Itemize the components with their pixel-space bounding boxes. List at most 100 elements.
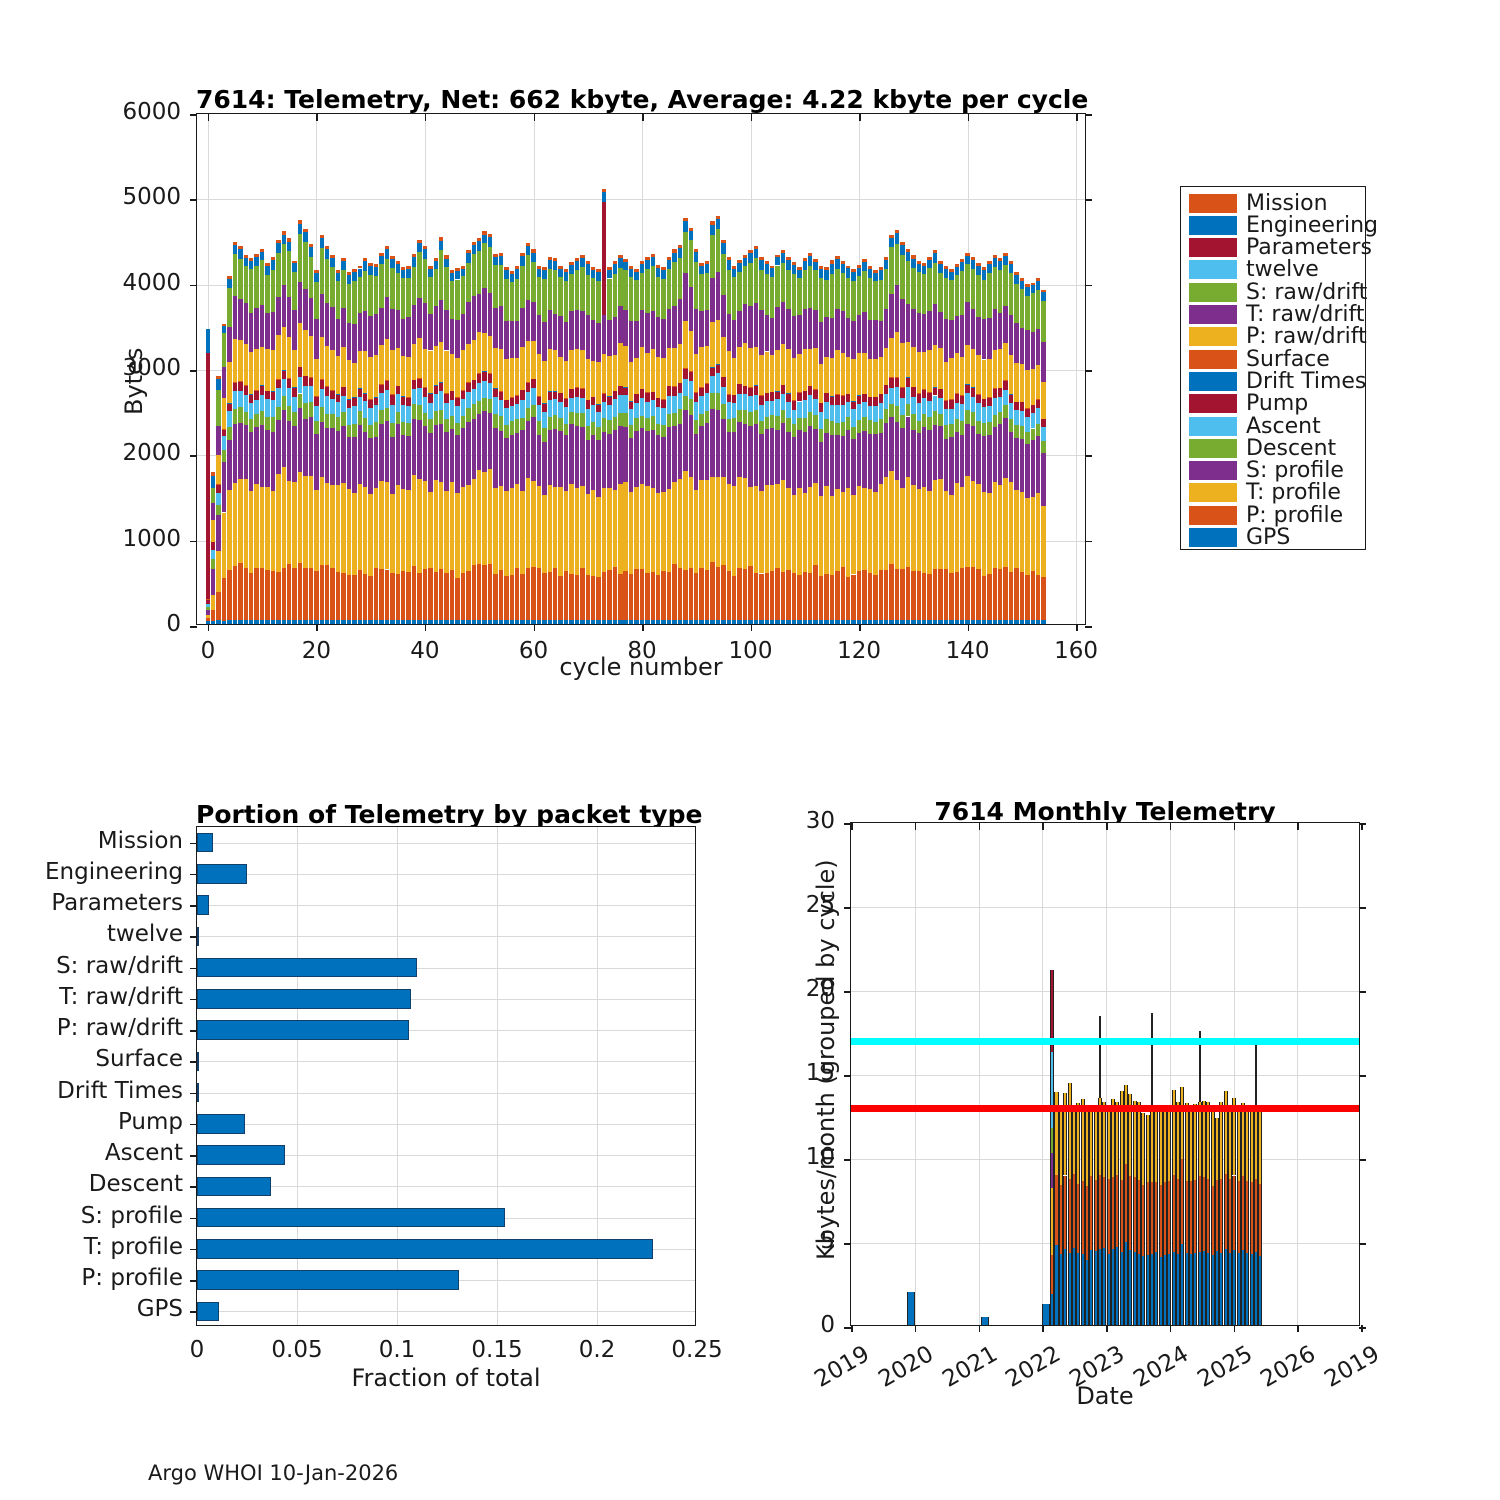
cycle-bar-segment [721,387,726,405]
cycle-bar-segment [270,491,276,572]
cycle-bar-segment [623,395,628,413]
cycle-bar-segment [759,355,764,396]
cycle-bar-segment [449,481,455,570]
cycle-bar-segment [249,419,254,433]
x-tick-mark [533,624,535,631]
cycle-bar-segment [856,486,862,572]
monthly-bar [1058,821,1063,1325]
cycle-bar-segment [1003,255,1008,266]
monthly-bar [1214,821,1219,1325]
cycle-bar-segment [628,265,634,269]
cycle-bar-segment [824,620,829,624]
cycle-bar-segment [466,407,471,422]
cycle-bar-segment [607,433,612,488]
cycle-bar-segment [661,425,666,437]
cycle-bar-segment [243,478,249,569]
x-tick-label: 0.2 [578,1337,616,1363]
cycle-bar-segment [504,320,509,359]
cycle-bar-segment [677,299,683,345]
monthly-bar-segment [1236,1252,1241,1325]
cycle-bar [341,112,346,624]
cycle-bar-segment [574,574,580,621]
monthly-bar [1167,821,1172,1325]
cycle-bar-segment [292,350,297,387]
cycle-bar-segment [259,620,265,624]
cycle-bar-segment [569,389,574,398]
cycle-bar-segment [845,268,851,278]
cycle-bar-segment [791,262,797,266]
fraction-bar [197,1020,409,1040]
cycle-bar [373,112,379,624]
cycle-bar-segment [780,394,786,411]
cycle-bar-segment [357,265,363,269]
cycle-bar [786,112,791,624]
monthly-bar-segment [1050,1152,1055,1189]
cycle-bar-segment [634,280,639,321]
cycle-bar-segment [520,265,525,308]
cycle-bar-segment [873,433,878,492]
cycle-bar-segment [710,234,715,278]
cycle-bar-segment [661,492,666,571]
cycle-bar-segment [770,265,775,269]
legend-color-swatch [1189,483,1237,503]
cycle-bar-segment [987,318,992,360]
cycle-bar-segment [569,412,574,425]
cycle-bar-segment [677,344,683,383]
cycle-bar-segment [623,346,628,387]
y-tick-mark-right [1359,907,1366,909]
y-tick-mark [190,842,197,845]
x-tick-mark [1106,1325,1108,1332]
cycle-bar-segment [314,282,319,320]
cycle-bar-segment [400,620,406,624]
cycle-bar-segment [938,620,943,624]
cycle-bar-segment [547,430,552,485]
cycle-bar [732,112,737,624]
cycle-bar-segment [943,425,949,439]
monthly-bar-segment [1102,1177,1107,1248]
cycle-bar-segment [921,389,927,399]
monthly-bar-segment [1227,1106,1232,1179]
cycle-bar-segment [411,253,417,257]
cycle-bar-segment [883,385,889,394]
gridline-horizontal [197,1061,695,1063]
cycle-bar-segment [900,241,905,245]
cycle-bar-segment [514,620,520,624]
cycle-bar-segment [786,418,791,432]
cycle-bar-segment [835,268,840,310]
cycle-bar-segment [802,348,808,391]
cycle-bar-segment [753,410,759,424]
monthly-bar-segment [1076,1183,1081,1253]
cycle-bar-segment [845,357,851,394]
cycle-bar-segment [276,335,281,380]
cycle-bar-segment [699,346,704,388]
cycle-bar-segment [395,424,400,485]
cycle-bar [889,112,894,624]
cycle-bar-segment [970,268,976,309]
cycle-bar-segment [661,570,666,621]
cycle-bar-segment [319,238,325,248]
cycle-bar-segment [1008,403,1014,420]
cycle-bar-segment [634,394,639,403]
monthly-bar-segment [1180,1087,1185,1159]
cycle-bar-segment [259,568,265,621]
cycle-bar-segment [726,570,732,621]
cycle-bar [1025,112,1030,624]
monthly-bar-segment [1093,1179,1098,1252]
cycle-bar-segment [813,347,818,390]
cycle-bar-segment [363,257,368,262]
monthly-bar [1240,821,1245,1325]
cycle-bar-segment [471,244,476,255]
cycle-bar-segment [373,436,379,488]
cycle-bar-segment [856,432,862,487]
cycle-bar-segment [563,423,569,436]
cycle-bar-segment [905,377,911,387]
cycle-bar-segment [580,310,585,350]
category-label-engineering: Engineering [45,858,183,885]
cycle-bar-segment [775,349,780,391]
cycle-bar-segment [889,377,894,388]
cyan-reference-line [851,1037,1359,1045]
monthly-bar-segment [1167,1180,1172,1255]
legend-label: Pump [1246,391,1309,417]
monthly-bar-segment [1067,1252,1072,1325]
cycle-bar-segment [216,620,221,624]
